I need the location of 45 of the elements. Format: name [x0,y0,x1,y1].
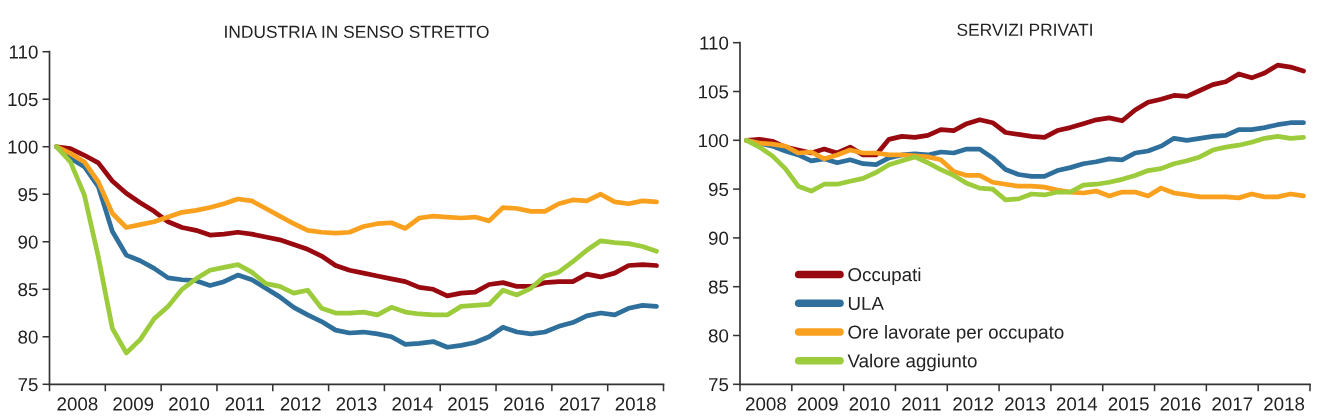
x-tick-label: 2016 [504,397,544,411]
y-tick-label: 75 [18,378,38,392]
legend-label: Valore aggiunto [847,353,977,372]
y-tick-label: 105 [8,92,38,107]
y-tick-label: 100 [699,134,729,148]
x-tick-label: 2011 [225,397,265,411]
x-tick-label: 2018 [1264,397,1305,411]
y-tick-label: 85 [18,282,38,297]
y-tick-label: 110 [9,45,38,59]
y-tick-label: 85 [708,280,729,294]
y-tick-label: 105 [699,85,729,99]
y-tick-label: 80 [18,330,38,344]
y-tick-label: 95 [708,182,729,197]
line-series [54,144,659,299]
x-tick-label: 2015 [1108,397,1149,411]
y-tick-label: 100 [8,140,38,154]
x-tick-label: 2018 [615,397,656,411]
x-tick-label: 2017 [1212,397,1253,411]
x-tick-label: 2010 [169,397,210,411]
x-tick-label: 2012 [953,397,994,411]
x-tick-label: 2013 [336,397,377,411]
chart-title: SERVIZI PRIVATI [957,23,1092,36]
legend-label: Ore lavorate per occupato [848,324,1064,343]
y-tick-label: 90 [18,235,38,249]
x-tick-label: 2014 [1056,397,1098,411]
y-tick-label: 95 [18,187,38,202]
x-tick-label: 2014 [392,397,433,411]
x-tick-label: 2015 [448,397,489,411]
legend-label: ULA [848,296,884,311]
x-tick-label: 2008 [57,397,98,411]
x-tick-label: 2008 [746,397,786,411]
legend-label: Occupati [848,267,921,285]
y-tick-label: 75 [709,378,729,392]
x-tick-label: 2011 [902,397,941,411]
x-tick-label: 2010 [849,397,890,411]
x-tick-label: 2017 [559,397,600,411]
x-tick-label: 2012 [280,397,321,411]
y-tick-label: 80 [708,329,729,343]
x-tick-label: 2009 [797,397,838,411]
x-tick-label: 2013 [1005,397,1046,411]
y-tick-label: 90 [708,231,729,245]
x-tick-label: 2016 [1160,397,1201,411]
x-tick-label: 2009 [113,397,154,411]
y-tick-label: 110 [700,36,729,50]
chart-title: INDUSTRIA IN SENSO STRETTO [225,25,489,38]
